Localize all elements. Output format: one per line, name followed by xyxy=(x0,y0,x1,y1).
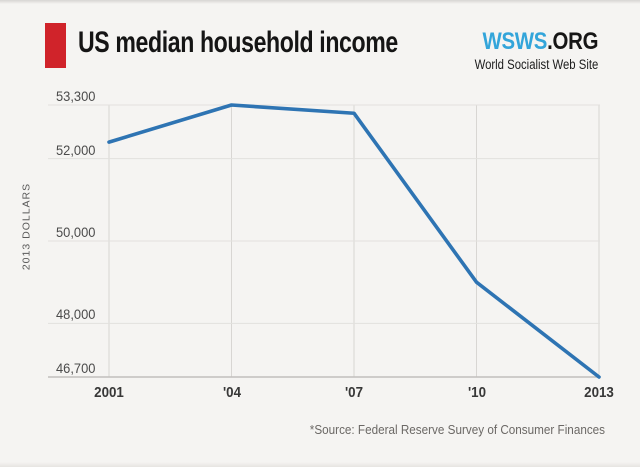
y-tick-label: 53,300 xyxy=(56,88,96,104)
x-tick-label: '04 xyxy=(222,385,241,401)
x-tick-label: '10 xyxy=(467,385,486,401)
y-tick-label: 48,000 xyxy=(56,306,96,323)
x-tick-label: 2013 xyxy=(584,385,614,401)
logo-wsws-text: WSWS xyxy=(482,28,547,55)
y-tick-label: 52,000 xyxy=(56,141,96,158)
logo-tagline: World Socialist Web Site xyxy=(474,57,598,72)
top-edge-shadow xyxy=(0,0,640,4)
chart-title: US median household income xyxy=(78,26,398,59)
wsws-logo: WSWS.ORG World Socialist Web Site xyxy=(451,30,598,74)
source-note: *Source: Federal Reserve Survey of Consu… xyxy=(309,422,605,437)
y-axis-label: 2013 DOLLARS xyxy=(20,182,33,271)
bottom-edge-shadow xyxy=(0,462,640,467)
x-tick-label: 2001 xyxy=(94,385,124,401)
logo-wordmark: WSWS.ORG xyxy=(482,30,598,54)
red-accent-block xyxy=(45,23,66,68)
y-tick-label: 46,700 xyxy=(56,360,96,376)
logo-org-text: .ORG xyxy=(546,28,598,55)
x-tick-label: '07 xyxy=(344,385,363,401)
income-line xyxy=(107,103,601,379)
y-tick-label: 50,000 xyxy=(56,224,96,240)
